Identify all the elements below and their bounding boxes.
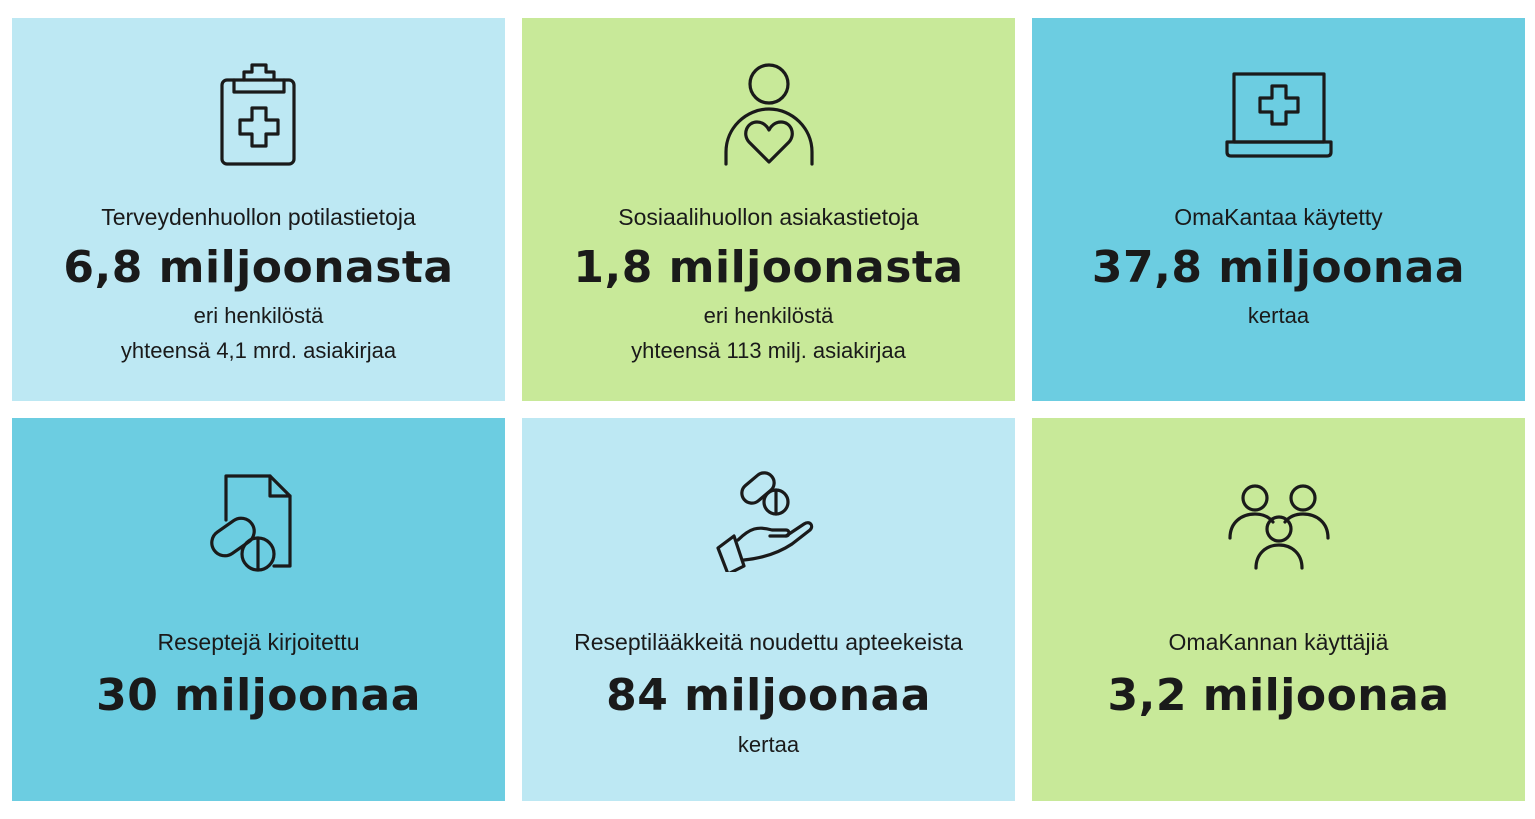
stat-tile-omakanta-users: OmaKannan käyttäjiä 3,2 miljoonaa: [1032, 418, 1525, 801]
stat-subtext: eri henkilöstä: [193, 303, 324, 328]
stat-subtext-total: yhteensä 113 milj. asiakirjaa: [631, 338, 906, 363]
stat-subtext: kertaa: [737, 732, 800, 757]
stat-label: Sosiaalihuollon asiakastietoja: [618, 204, 919, 230]
stat-value: 6,8 miljoonasta: [63, 242, 454, 293]
stat-tile-prescriptions: Reseptejä kirjoitettu 30 miljoonaa: [12, 418, 505, 801]
stat-label: Reseptilääkkeitä noudettu apteekeista: [574, 629, 963, 655]
prescription-document-pills-icon: [204, 462, 314, 572]
stat-label: OmaKantaa käytetty: [1174, 204, 1383, 230]
hand-pills-icon: [714, 462, 824, 572]
stat-value: 37,8 miljoonaa: [1091, 242, 1466, 293]
stat-tile-health-records: Terveydenhuollon potilastietoja 6,8 milj…: [12, 18, 505, 401]
laptop-medical-icon: [1224, 62, 1334, 172]
person-heart-icon: [714, 62, 824, 172]
stat-subtext-total: yhteensä 4,1 mrd. asiakirjaa: [120, 338, 397, 363]
stat-label: Terveydenhuollon potilastietoja: [101, 204, 416, 230]
stat-value: 30 miljoonaa: [96, 670, 421, 721]
stat-value: 84 miljoonaa: [606, 670, 931, 721]
stat-subtext: kertaa: [1247, 303, 1310, 328]
stat-value: 1,8 miljoonasta: [573, 242, 964, 293]
stat-tile-pharmacy-pickups: Reseptilääkkeitä noudettu apteekeista 84…: [522, 418, 1015, 801]
users-group-icon: [1224, 462, 1334, 572]
clipboard-medical-icon: [204, 62, 314, 172]
stat-subtext: eri henkilöstä: [703, 303, 834, 328]
stat-label: Reseptejä kirjoitettu: [157, 629, 360, 655]
stat-tile-omakanta-usage: OmaKantaa käytetty 37,8 miljoonaa kertaa: [1032, 18, 1525, 401]
stat-label: OmaKannan käyttäjiä: [1168, 629, 1389, 655]
stat-value: 3,2 miljoonaa: [1107, 670, 1450, 721]
stat-tile-social-records: Sosiaalihuollon asiakastietoja 1,8 miljo…: [522, 18, 1015, 401]
